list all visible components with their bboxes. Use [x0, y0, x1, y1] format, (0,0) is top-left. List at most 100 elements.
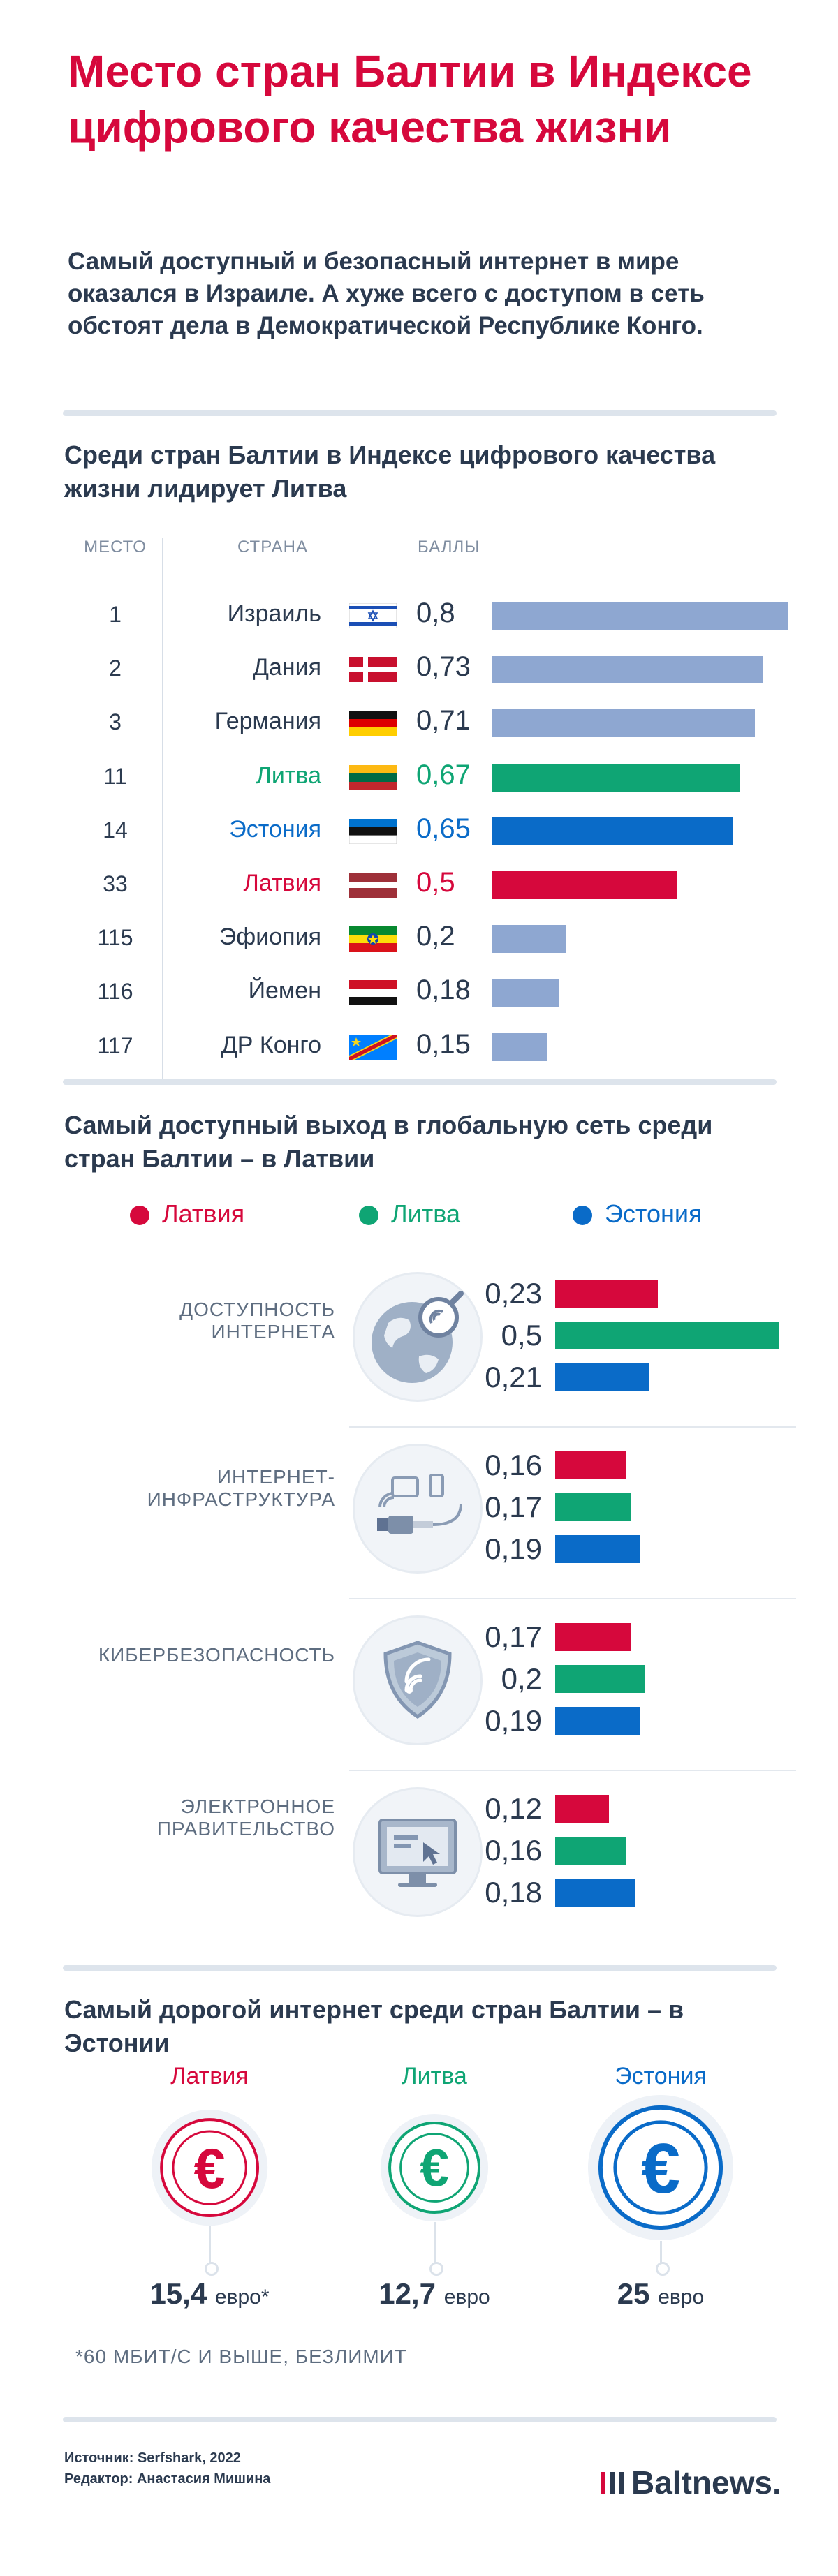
category-label-infrastructure: ИНТЕРНЕТ- ИНФРАСТРУКТУРА: [147, 1466, 335, 1511]
category-bar-latvia: [555, 1280, 659, 1308]
table-divider-line: [162, 538, 163, 1082]
page-title: Место стран Балтии в Индексе цифрового к…: [68, 46, 752, 152]
table-row: 33 Латвия 0,5: [0, 857, 838, 910]
category-value-latvia: 0,17: [485, 1620, 542, 1653]
category-value-lithuania: 0,16: [485, 1834, 542, 1867]
price-number: 25: [617, 2277, 659, 2310]
category-value-estonia: 0,19: [485, 1704, 542, 1737]
legend-lithuania: Литва: [391, 1199, 460, 1228]
yemen-flag-icon: [349, 980, 397, 1006]
category-bar-lithuania: [555, 1322, 779, 1349]
category-value-estonia: 0,19: [485, 1532, 542, 1565]
country-name: Латвия: [243, 870, 321, 896]
latvia-flag-icon: [349, 873, 397, 898]
category-label-line: ЭЛЕКТРОННОЕ: [180, 1796, 335, 1817]
rank-value: 33: [103, 871, 128, 896]
israel-flag-icon: [349, 603, 397, 628]
price-country-name: Латвия: [170, 2063, 249, 2089]
divider: [63, 410, 777, 416]
category-bar-lithuania: [555, 1493, 631, 1521]
score-bar: [492, 925, 566, 954]
legend-dot-lithuania: [359, 1206, 378, 1225]
score-value: 0,73: [416, 651, 471, 683]
score-bar: [492, 1032, 547, 1061]
network-devices-icon: [353, 1444, 483, 1574]
denmark-flag-icon: [349, 657, 397, 683]
legend-dot-estonia: [573, 1206, 592, 1225]
svg-text:€: €: [194, 2138, 226, 2200]
legend-dot-latvia: [130, 1206, 149, 1225]
price-number: 15,4: [149, 2277, 215, 2310]
table-row: 1 Израиль 0,8: [0, 588, 838, 641]
lithuania-flag-icon: [349, 764, 397, 790]
price-country-name: Эстония: [615, 2063, 707, 2089]
section2-heading: Самый доступный выход в глобальную сеть …: [64, 1111, 713, 1173]
category-value-lithuania: 0,5: [501, 1319, 542, 1352]
category-value-latvia: 0,12: [485, 1792, 542, 1825]
score-bar: [492, 602, 788, 630]
table-row: 2 Дания 0,73: [0, 642, 838, 695]
table-row: 116 Йемен 0,18: [0, 965, 838, 1018]
col-head-country: СТРАНА: [237, 538, 308, 556]
category-bar-estonia: [555, 1363, 649, 1391]
category-value-lithuania: 0,17: [485, 1490, 542, 1523]
shield-wifi-icon: [353, 1615, 483, 1745]
score-value: 0,18: [416, 975, 471, 1006]
score-value: 0,67: [416, 759, 471, 790]
score-value: 0,15: [416, 1028, 471, 1060]
source-text: Источник: Serfshark, 2022: [64, 2450, 241, 2466]
country-name: Йемен: [248, 977, 321, 1005]
price-pin-line: [434, 2222, 436, 2265]
price-value: 25 евро: [549, 2277, 772, 2311]
price-country-name: Литва: [402, 2063, 467, 2089]
section3-heading: Самый дорогой интернет среди стран Балти…: [64, 1995, 684, 2057]
brand-bars-icon: [601, 2471, 627, 2494]
page-subtitle: Самый доступный и безопасный интернет в …: [68, 248, 705, 339]
score-bar: [492, 871, 677, 899]
country-name: Израиль: [227, 600, 321, 627]
germany-flag-icon: [349, 711, 397, 736]
divider: [63, 2417, 777, 2422]
brand-name: Baltnews.: [631, 2464, 781, 2501]
category-value-estonia: 0,18: [485, 1876, 542, 1909]
category-bar-lithuania: [555, 1665, 645, 1693]
rank-value: 117: [97, 1032, 133, 1058]
category-value-latvia: 0,23: [485, 1277, 542, 1310]
category-bar-latvia: [555, 1623, 631, 1651]
country-name: Дания: [252, 654, 321, 681]
country-name: Эстония: [229, 815, 321, 843]
editor-text: Редактор: Анастасия Мишина: [64, 2471, 271, 2487]
category-separator: [349, 1426, 796, 1428]
category-label-line: ИНТЕРНЕТ-: [216, 1466, 335, 1488]
price-unit: евро: [658, 2286, 705, 2309]
price-pin-dot: [205, 2262, 219, 2276]
category-label-access: ДОСТУПНОСТЬ ИНТЕРНЕТА: [179, 1298, 335, 1343]
col-head-rank: МЕСТО: [84, 538, 147, 556]
rank-value: 14: [103, 817, 128, 843]
brand-logo: Baltnews.: [601, 2461, 781, 2501]
price-pin-line: [660, 2241, 662, 2265]
ethiopia-flag-icon: [349, 926, 397, 952]
country-name: Эфиопия: [219, 924, 321, 951]
svg-text:€: €: [420, 2139, 449, 2198]
price-pin-dot: [656, 2262, 670, 2276]
score-bar: [492, 656, 763, 684]
score-bar: [492, 817, 733, 845]
score-bar: [492, 763, 740, 792]
category-value-estonia: 0,21: [485, 1361, 542, 1393]
category-bar-estonia: [555, 1535, 640, 1563]
price-pin-dot: [429, 2262, 443, 2276]
svg-text:€: €: [641, 2130, 680, 2208]
category-label-line: ИНФРАСТРУКТУРА: [147, 1488, 335, 1510]
rank-value: 2: [109, 656, 122, 681]
section1-heading: Среди стран Балтии в Индексе цифрового к…: [64, 441, 716, 503]
score-value: 0,2: [416, 921, 455, 952]
category-value-lithuania: 0,2: [501, 1662, 542, 1695]
monitor-cursor-icon: [353, 1787, 483, 1917]
category-value-latvia: 0,16: [485, 1449, 542, 1481]
category-label-line: ДОСТУПНОСТЬ: [179, 1298, 335, 1320]
category-bar-lithuania: [555, 1837, 627, 1865]
rank-value: 116: [97, 979, 133, 1005]
price-value: 15,4 евро*: [98, 2277, 321, 2311]
footnote: *60 МБИТ/С И ВЫШЕ, БЕЗЛИМИТ: [75, 2346, 407, 2367]
